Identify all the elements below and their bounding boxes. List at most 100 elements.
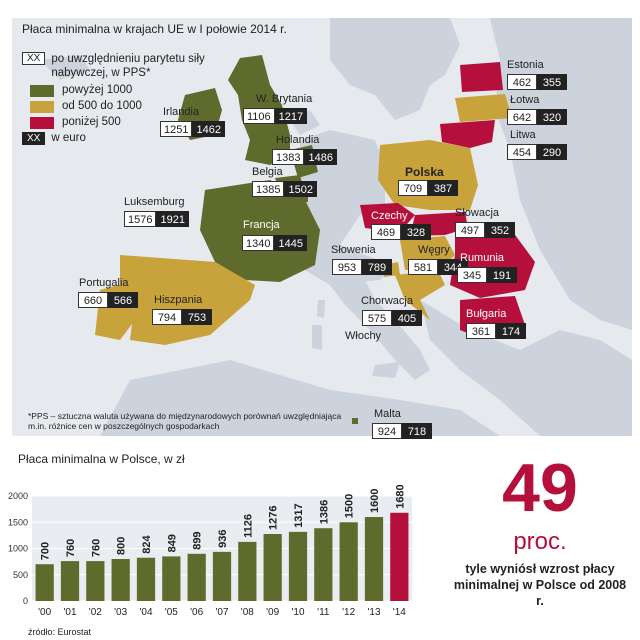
country-values: 1383 1486 xyxy=(272,149,337,165)
country-estonia-shape xyxy=(460,62,503,92)
bar-value-label: 1500 xyxy=(344,494,356,518)
value-pps: 361 xyxy=(466,323,496,339)
country-values: 660 566 xyxy=(78,292,138,308)
value-eur: 1921 xyxy=(156,211,189,227)
value-eur: 387 xyxy=(428,180,458,196)
value-pps: 642 xyxy=(507,109,537,125)
x-tick-label: '09 xyxy=(266,607,279,618)
bar-value-label: 1276 xyxy=(268,506,280,530)
highlight-unit: proc. xyxy=(513,528,567,555)
country-lithuania-shape xyxy=(440,120,495,148)
value-pps: 345 xyxy=(457,267,487,283)
legend-mid-label: od 500 do 1000 xyxy=(62,100,142,112)
bar-value-label: 1126 xyxy=(242,514,254,538)
bar xyxy=(212,551,232,601)
value-eur: 718 xyxy=(402,423,432,439)
value-eur: 290 xyxy=(537,144,567,160)
legend-high-label: powyżej 1000 xyxy=(62,84,133,96)
country-name: Estonia xyxy=(507,59,544,71)
value-pps: 1383 xyxy=(272,149,305,165)
y-tick-label: 500 xyxy=(13,570,28,580)
x-tick-label: '05 xyxy=(165,607,178,618)
bar xyxy=(35,564,54,601)
value-labels: 700 760 760 800 824 849 899 936 1126 1276 1317 1386… xyxy=(40,484,407,560)
country-values: 794 753 xyxy=(152,309,212,325)
country-name: Holandia xyxy=(276,134,320,146)
bar-value-label: 760 xyxy=(90,539,102,557)
country-name: Francja xyxy=(243,219,280,231)
value-eur: 1445 xyxy=(274,235,307,251)
country-values: 1106 1217 xyxy=(243,108,308,124)
x-tick-label: '07 xyxy=(215,607,228,618)
legend-eur-label: w euro xyxy=(51,132,86,144)
chart-bars xyxy=(35,512,409,601)
x-tick-label: '02 xyxy=(89,607,102,618)
x-tick-label: '03 xyxy=(114,607,127,618)
country-name: Słowacja xyxy=(455,207,500,219)
bar xyxy=(60,561,80,601)
country-values: 1576 1921 xyxy=(124,211,189,227)
legend-pps: XX po uwzględnieniu parytetu siły nabywc… xyxy=(22,52,241,80)
country-name: W. Brytania xyxy=(256,93,313,105)
country-name: Litwa xyxy=(510,129,536,141)
bar xyxy=(136,557,156,601)
country-name: Malta xyxy=(374,408,401,420)
y-tick-label: 1500 xyxy=(8,517,28,527)
country-name: Luksemburg xyxy=(124,196,185,208)
land-africa xyxy=(100,360,500,436)
country-values: 1385 1502 xyxy=(252,181,317,197)
legend-pps-label: po uwzględnieniu parytetu siły nabywczej… xyxy=(51,53,205,79)
value-pps: 953 xyxy=(332,259,362,275)
country-values: 497 352 xyxy=(455,222,515,238)
country-name: Rumunia xyxy=(460,252,505,264)
x-tick-label: '08 xyxy=(241,607,254,618)
highlight-description: tyle wyniósł wzrost płacy minimalnej w P… xyxy=(453,562,627,608)
bar-value-label: 760 xyxy=(65,539,77,557)
value-pps: 1251 xyxy=(160,121,193,137)
land-iceland xyxy=(40,55,90,80)
bar-value-label: 936 xyxy=(217,530,229,548)
bar-value-label: 800 xyxy=(116,537,128,555)
legend-pps-marker: XX xyxy=(22,52,46,65)
x-tick-label: '10 xyxy=(291,607,304,618)
land-east xyxy=(490,18,632,330)
country-name: Łotwa xyxy=(510,94,540,106)
country-name: Portugalia xyxy=(79,277,129,289)
highlight-number: 49 xyxy=(502,450,578,526)
value-eur: 1462 xyxy=(192,121,225,137)
country-name: Hiszpania xyxy=(154,294,203,306)
country-values: 469 328 xyxy=(371,224,431,240)
value-pps: 581 xyxy=(408,259,438,275)
land-cyprus xyxy=(590,398,615,408)
bar-value-label: 1600 xyxy=(369,489,381,513)
legend-high: powyżej 1000 xyxy=(30,84,132,97)
legend-eur: XX w euro xyxy=(22,132,86,145)
legend-high-swatch xyxy=(30,85,54,97)
value-eur: 1486 xyxy=(304,149,337,165)
land-corsica xyxy=(317,300,325,318)
country-malta-shape xyxy=(352,418,358,424)
value-pps: 794 xyxy=(152,309,182,325)
legend-low-label: poniżej 500 xyxy=(62,116,121,128)
bar xyxy=(263,534,282,601)
legend-mid-swatch xyxy=(30,101,54,113)
value-pps: 454 xyxy=(507,144,537,160)
country-values: 924 718 xyxy=(372,423,432,439)
legend-mid: od 500 do 1000 xyxy=(30,100,142,113)
x-tick-label: '13 xyxy=(367,607,380,618)
value-pps: 469 xyxy=(371,224,401,240)
bar-chart: 0 500 1000 1500 2000 700 760 760 800 824 849 899 93… xyxy=(8,484,412,618)
value-eur: 753 xyxy=(182,309,212,325)
country-values: 642 320 xyxy=(507,109,567,125)
country-values: 1251 1462 xyxy=(160,121,225,137)
value-eur: 328 xyxy=(401,224,431,240)
bar-value-label: 1317 xyxy=(293,503,305,527)
x-axis-labels: '00 '01 '02 '03 '04 '05 '06 '07 '08 '09 '10 '11 '12 '… xyxy=(38,607,406,618)
legend-eur-marker: XX xyxy=(22,132,46,145)
value-eur: 191 xyxy=(487,267,517,283)
map-footnote: *PPS – sztuczna waluta używana do między… xyxy=(28,411,342,431)
bar xyxy=(86,561,105,601)
bar-value-label: 849 xyxy=(166,534,178,552)
country-latvia-shape xyxy=(455,94,512,122)
land-scandinavia xyxy=(330,18,460,120)
